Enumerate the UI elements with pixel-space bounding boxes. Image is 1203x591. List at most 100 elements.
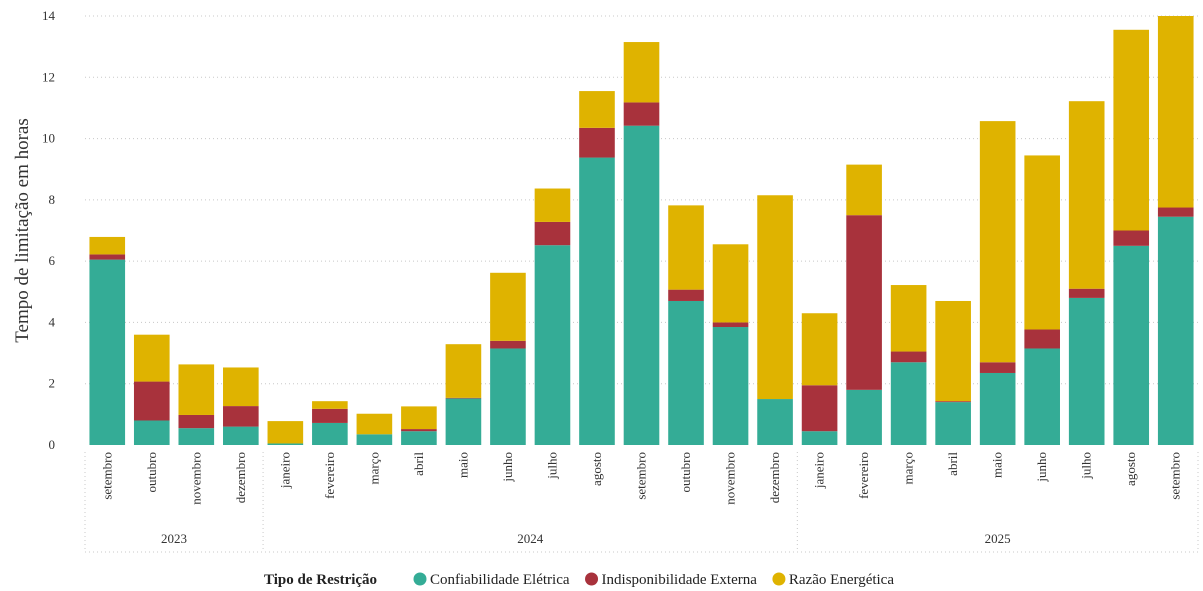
bar-segment-razao: [979, 121, 1016, 363]
bar-segment-razao: [133, 334, 170, 382]
year-label: 2025: [985, 531, 1011, 546]
legend-item-label: Indisponibilidade Externa: [602, 572, 758, 588]
x-tick-label: agosto: [1123, 452, 1138, 486]
bar-segment-confiabilidade: [133, 420, 170, 445]
bar-segment-indisponibilidade: [846, 215, 882, 390]
y-axis: 0 2 4 6 8 10 12 14: [42, 8, 56, 452]
bar-segment-razao: [356, 413, 393, 435]
bar-segment-confiabilidade: [1113, 245, 1150, 445]
bar-segment-indisponibilidade: [534, 221, 571, 246]
y-tick-label: 8: [49, 192, 56, 207]
x-tick-label: julho: [544, 452, 559, 480]
x-tick-label: julho: [1079, 452, 1094, 480]
bar-segment-razao: [668, 205, 704, 290]
x-tick-label: maio: [455, 452, 470, 478]
bar-segment-confiabilidade: [445, 398, 482, 445]
bar-segment-indisponibilidade: [979, 362, 1016, 373]
bar-segment-razao: [267, 421, 304, 444]
bar-segment-indisponibilidade: [89, 254, 126, 260]
x-tick-label: abril: [945, 452, 960, 476]
bar-segment-indisponibilidade: [133, 381, 170, 421]
x-tick-label: fevereiro: [322, 452, 337, 499]
x-tick-label: dezembro: [767, 452, 782, 503]
bar-segment-indisponibilidade: [1113, 230, 1150, 246]
bar-segment-confiabilidade: [712, 327, 749, 445]
x-tick-label: outubro: [678, 452, 693, 492]
bar-segment-razao: [1068, 101, 1105, 289]
x-tick-label: janeiro: [812, 452, 827, 489]
bar-segment-indisponibilidade: [445, 397, 482, 399]
bar-segment-razao: [223, 367, 259, 407]
bar-segment-indisponibilidade: [401, 429, 437, 432]
bar-segment-razao: [401, 406, 437, 430]
bar-segment-confiabilidade: [401, 431, 437, 445]
bar-segment-razao: [534, 188, 571, 222]
bar-segment-indisponibilidade: [223, 406, 259, 427]
legend-title: Tipo de Restrição: [264, 572, 377, 588]
y-tick-label: 0: [49, 437, 56, 452]
y-tick-label: 6: [49, 253, 56, 268]
x-tick-label: março: [901, 452, 916, 484]
bar-segment-razao: [312, 401, 348, 409]
bar-segment-razao: [846, 164, 882, 216]
bar-segment-confiabilidade: [534, 245, 571, 445]
x-tick-label: setembro: [634, 452, 649, 500]
bar-segment-confiabilidade: [356, 434, 393, 445]
x-tick-label: fevereiro: [856, 452, 871, 499]
x-tick-label: dezembro: [233, 452, 248, 503]
bar-segment-razao: [623, 42, 660, 103]
x-axis: setembro outubro novembro dezembro janeiro fe…: [84, 452, 1199, 553]
bar-segment-razao: [890, 285, 927, 352]
bar-segment-razao: [1024, 155, 1060, 330]
legend-item-label: Confiabilidade Elétrica: [430, 572, 570, 588]
x-tick-label: novembro: [723, 452, 738, 505]
bar-segment-indisponibilidade: [623, 102, 660, 126]
bar-segment-razao: [757, 195, 793, 400]
bar-segment-confiabilidade: [757, 399, 793, 445]
bar-segment-indisponibilidade: [312, 408, 348, 423]
y-tick-label: 14: [42, 8, 56, 23]
bar-segment-indisponibilidade: [801, 385, 838, 432]
bar-segment-confiabilidade: [623, 125, 660, 445]
legend-item-label: Razão Energética: [789, 572, 894, 588]
bar-segment-confiabilidade: [579, 157, 615, 445]
x-tick-label: março: [366, 452, 381, 484]
bar-segment-confiabilidade: [223, 426, 259, 445]
x-tick-label: agosto: [589, 452, 604, 486]
bar-segment-confiabilidade: [935, 402, 971, 445]
legend-swatch: [413, 572, 427, 586]
bar-segment-confiabilidade: [178, 428, 215, 445]
bar-segment-confiabilidade: [89, 259, 126, 445]
bar-segment-indisponibilidade: [579, 127, 615, 158]
bar-segment-razao: [490, 272, 526, 341]
bar-segment-confiabilidade: [801, 431, 838, 445]
bar-segment-indisponibilidade: [712, 322, 749, 328]
bar-segment-indisponibilidade: [178, 414, 215, 429]
bar-segment-razao: [89, 236, 126, 255]
y-tick-label: 10: [42, 131, 55, 146]
bar-segment-confiabilidade: [312, 422, 348, 445]
x-tick-label: janeiro: [277, 452, 292, 489]
legend-swatch: [772, 572, 786, 586]
bar-segment-confiabilidade: [846, 389, 882, 445]
y-tick-label: 12: [42, 69, 55, 84]
x-tick-label: setembro: [99, 452, 114, 500]
x-tick-label: junho: [1034, 452, 1049, 483]
legend-swatch: [585, 572, 599, 586]
bar-segment-razao: [935, 300, 971, 402]
bar-segment-razao: [445, 344, 482, 398]
bar-segment-confiabilidade: [890, 362, 927, 445]
y-tick-label: 2: [49, 376, 56, 391]
y-axis-label: Tempo de limitação em horas: [12, 118, 33, 342]
bar-segment-razao: [801, 313, 838, 386]
x-tick-label: abril: [411, 452, 426, 476]
bar-segment-razao: [1157, 16, 1194, 208]
x-tick-label: novembro: [188, 452, 203, 505]
x-tick-label: junho: [500, 452, 515, 483]
bar-segment-confiabilidade: [979, 372, 1016, 445]
bar-segment-confiabilidade: [1068, 297, 1105, 445]
bar-segment-confiabilidade: [1157, 216, 1194, 445]
bar-segment-razao: [579, 91, 615, 128]
bar-segment-indisponibilidade: [490, 340, 526, 349]
